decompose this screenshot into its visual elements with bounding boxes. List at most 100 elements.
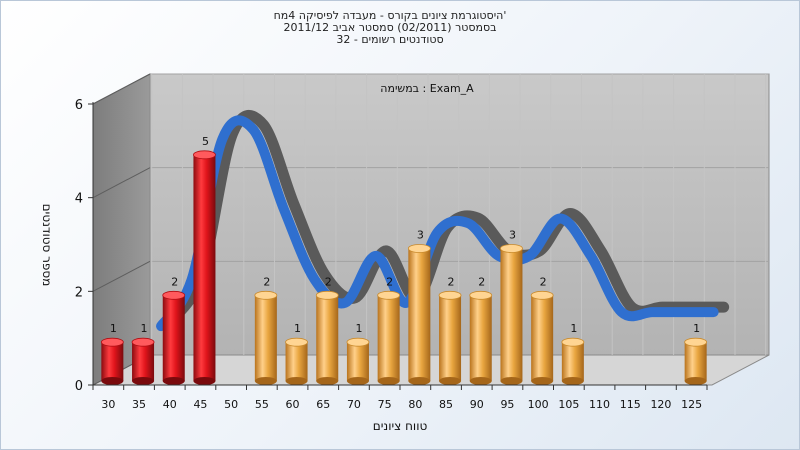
- chart-subtitle-semester: בסמסטר (02/2011) סמסטר אביב 2011/12: [283, 21, 497, 34]
- bar-body-100: [531, 295, 554, 381]
- chart-title: היסטוגרמת ציונים בקורס - מעבדה לפיסיקה 4…: [273, 9, 507, 22]
- bar-value-label-55: 2: [263, 275, 270, 288]
- x-tick-label-105: 105: [558, 398, 579, 411]
- bar-top-95: [500, 244, 523, 253]
- bar-40: [162, 290, 186, 385]
- gridline-side-4: [92, 167, 151, 199]
- bar-top-55: [254, 290, 278, 300]
- bar-base-60: [285, 377, 308, 385]
- bar-100: [530, 290, 554, 385]
- bar-105: [561, 337, 585, 385]
- bar-base-100: [531, 377, 554, 385]
- bar-body-35: [132, 342, 155, 381]
- bar-top-40: [162, 290, 186, 300]
- x-tick-label-75: 75: [378, 398, 392, 411]
- bar-base-55: [254, 377, 277, 385]
- x-tick-label-45: 45: [193, 398, 207, 411]
- bar-base-95: [500, 377, 523, 385]
- bar-top-65: [315, 290, 339, 300]
- bar-base-80: [408, 377, 431, 385]
- bar-75: [377, 290, 401, 385]
- x-tick-label-35: 35: [132, 398, 146, 411]
- chart-annotation: במשימה : Exam_A: [380, 82, 474, 95]
- bar-body-95: [500, 248, 523, 381]
- bar-top-90: [469, 290, 493, 300]
- bar-95: [500, 244, 523, 385]
- bar-base-85: [439, 377, 462, 385]
- bar-value-label-95: 3: [509, 229, 516, 242]
- x-axis-title: טווח ציונים: [373, 419, 428, 433]
- x-tick-label-120: 120: [650, 398, 671, 411]
- x-tick-label-65: 65: [316, 398, 330, 411]
- y-tick-label-0: 0: [75, 379, 83, 394]
- bar-body-30: [101, 342, 124, 381]
- bar-body-105: [561, 342, 584, 381]
- bar-body-85: [439, 295, 462, 381]
- bar-base-65: [316, 377, 339, 385]
- x-tick-label-30: 30: [101, 398, 115, 411]
- bar-value-label-100: 2: [540, 275, 547, 288]
- x-tick-label-125: 125: [681, 398, 702, 411]
- bar-90: [469, 290, 493, 385]
- bar-125: [684, 337, 708, 385]
- x-tick-label-70: 70: [347, 398, 361, 411]
- bar-value-label-125: 1: [693, 322, 700, 335]
- bar-base-45: [193, 377, 216, 385]
- bar-body-60: [285, 342, 308, 381]
- bar-70: [346, 337, 370, 385]
- x-tick-label-80: 80: [408, 398, 422, 411]
- bar-45: [193, 150, 216, 385]
- bar-30: [100, 337, 124, 385]
- x-tick-label-85: 85: [439, 398, 453, 411]
- curve-ribbon-shadow: [165, 109, 730, 327]
- x-tick-label-60: 60: [286, 398, 300, 411]
- y-axis-title: מספר סטודנטים: [40, 204, 54, 287]
- bar-value-label-30: 1: [110, 322, 117, 335]
- bar-top-70: [346, 337, 370, 347]
- bar-value-label-65: 2: [325, 275, 332, 288]
- gridline-side-6: [92, 73, 151, 105]
- bar-body-80: [408, 248, 431, 381]
- x-tick-label-90: 90: [470, 398, 484, 411]
- gridline-side-2: [92, 260, 151, 292]
- x-tick-label-115: 115: [620, 398, 641, 411]
- bar-65: [315, 290, 339, 385]
- bar-base-30: [101, 377, 124, 385]
- x-tick-label-50: 50: [224, 398, 238, 411]
- bar-top-35: [131, 337, 155, 347]
- bar-60: [285, 337, 308, 385]
- bar-body-45: [193, 154, 216, 381]
- x-tick-label-55: 55: [255, 398, 269, 411]
- bar-base-40: [162, 377, 185, 385]
- bar-value-label-90: 2: [478, 275, 485, 288]
- bar-55: [254, 290, 278, 385]
- bar-value-label-40: 2: [171, 275, 178, 288]
- bar-top-105: [561, 337, 585, 347]
- x-tick-label-100: 100: [528, 398, 549, 411]
- bar-35: [131, 337, 155, 385]
- bar-base-105: [561, 377, 584, 385]
- bar-body-70: [346, 342, 369, 381]
- bar-body-90: [469, 295, 492, 381]
- bar-85: [438, 290, 462, 385]
- bar-base-90: [469, 377, 492, 385]
- bar-value-label-75: 2: [386, 275, 393, 288]
- y-tick-label-2: 2: [75, 285, 83, 300]
- bar-value-label-70: 1: [355, 322, 362, 335]
- bar-top-80: [407, 244, 431, 253]
- bar-top-45: [193, 150, 216, 160]
- bar-body-65: [316, 295, 339, 381]
- bar-top-125: [684, 337, 708, 347]
- bar-base-70: [346, 377, 369, 385]
- chart-subtitle-students: סטודנטים רשומים - 32: [336, 33, 444, 46]
- bar-top-100: [530, 290, 554, 300]
- bar-value-label-105: 1: [570, 322, 577, 335]
- bar-value-label-35: 1: [141, 322, 148, 335]
- chart-title-block: היסטוגרמת ציונים בקורס - מעבדה לפיסיקה 4…: [0, 10, 780, 46]
- bar-value-label-45: 5: [202, 135, 209, 148]
- y-tick-label-4: 4: [75, 192, 83, 207]
- x-tick-label-110: 110: [589, 398, 610, 411]
- bar-top-30: [100, 337, 124, 347]
